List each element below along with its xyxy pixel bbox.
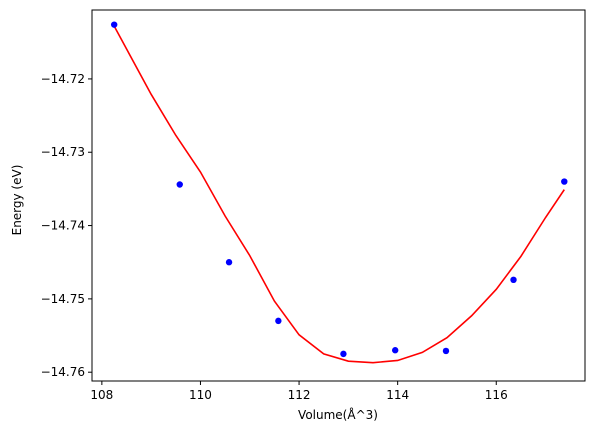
- data-point: [225, 259, 233, 266]
- y-tick-label: −14.72: [41, 72, 85, 86]
- x-tick-label: 116: [485, 388, 508, 402]
- y-tick-label: −14.76: [41, 365, 85, 379]
- x-tick-label: 114: [386, 388, 409, 402]
- y-tick-label: −14.73: [41, 145, 85, 159]
- x-tick-label: 108: [90, 388, 113, 402]
- data-point: [340, 350, 347, 358]
- data-point: [110, 21, 118, 28]
- data-point: [275, 317, 282, 325]
- x-tick-label: 112: [288, 388, 311, 402]
- fit-curve-layer: [113, 25, 565, 364]
- data-point: [391, 347, 399, 354]
- y-tick-label: −14.74: [41, 219, 85, 233]
- data-point: [176, 181, 183, 188]
- x-tick-label: 110: [189, 388, 212, 402]
- axes: [91, 9, 586, 382]
- data-point: [510, 276, 517, 284]
- x-axis-label: Volume(Å^3): [298, 407, 378, 422]
- ticks: 108 110 112 114 116 −14.72 −14.73 −14.74 −14.75 −…: [41, 72, 508, 402]
- fit-curve-line: [113, 25, 565, 364]
- y-axis-label: Energy (eV): [10, 165, 24, 236]
- plot-frame: [91, 9, 586, 382]
- data-point: [442, 347, 450, 355]
- y-tick-label: −14.75: [41, 292, 85, 306]
- data-point: [561, 178, 568, 185]
- data-points-layer: [110, 21, 568, 358]
